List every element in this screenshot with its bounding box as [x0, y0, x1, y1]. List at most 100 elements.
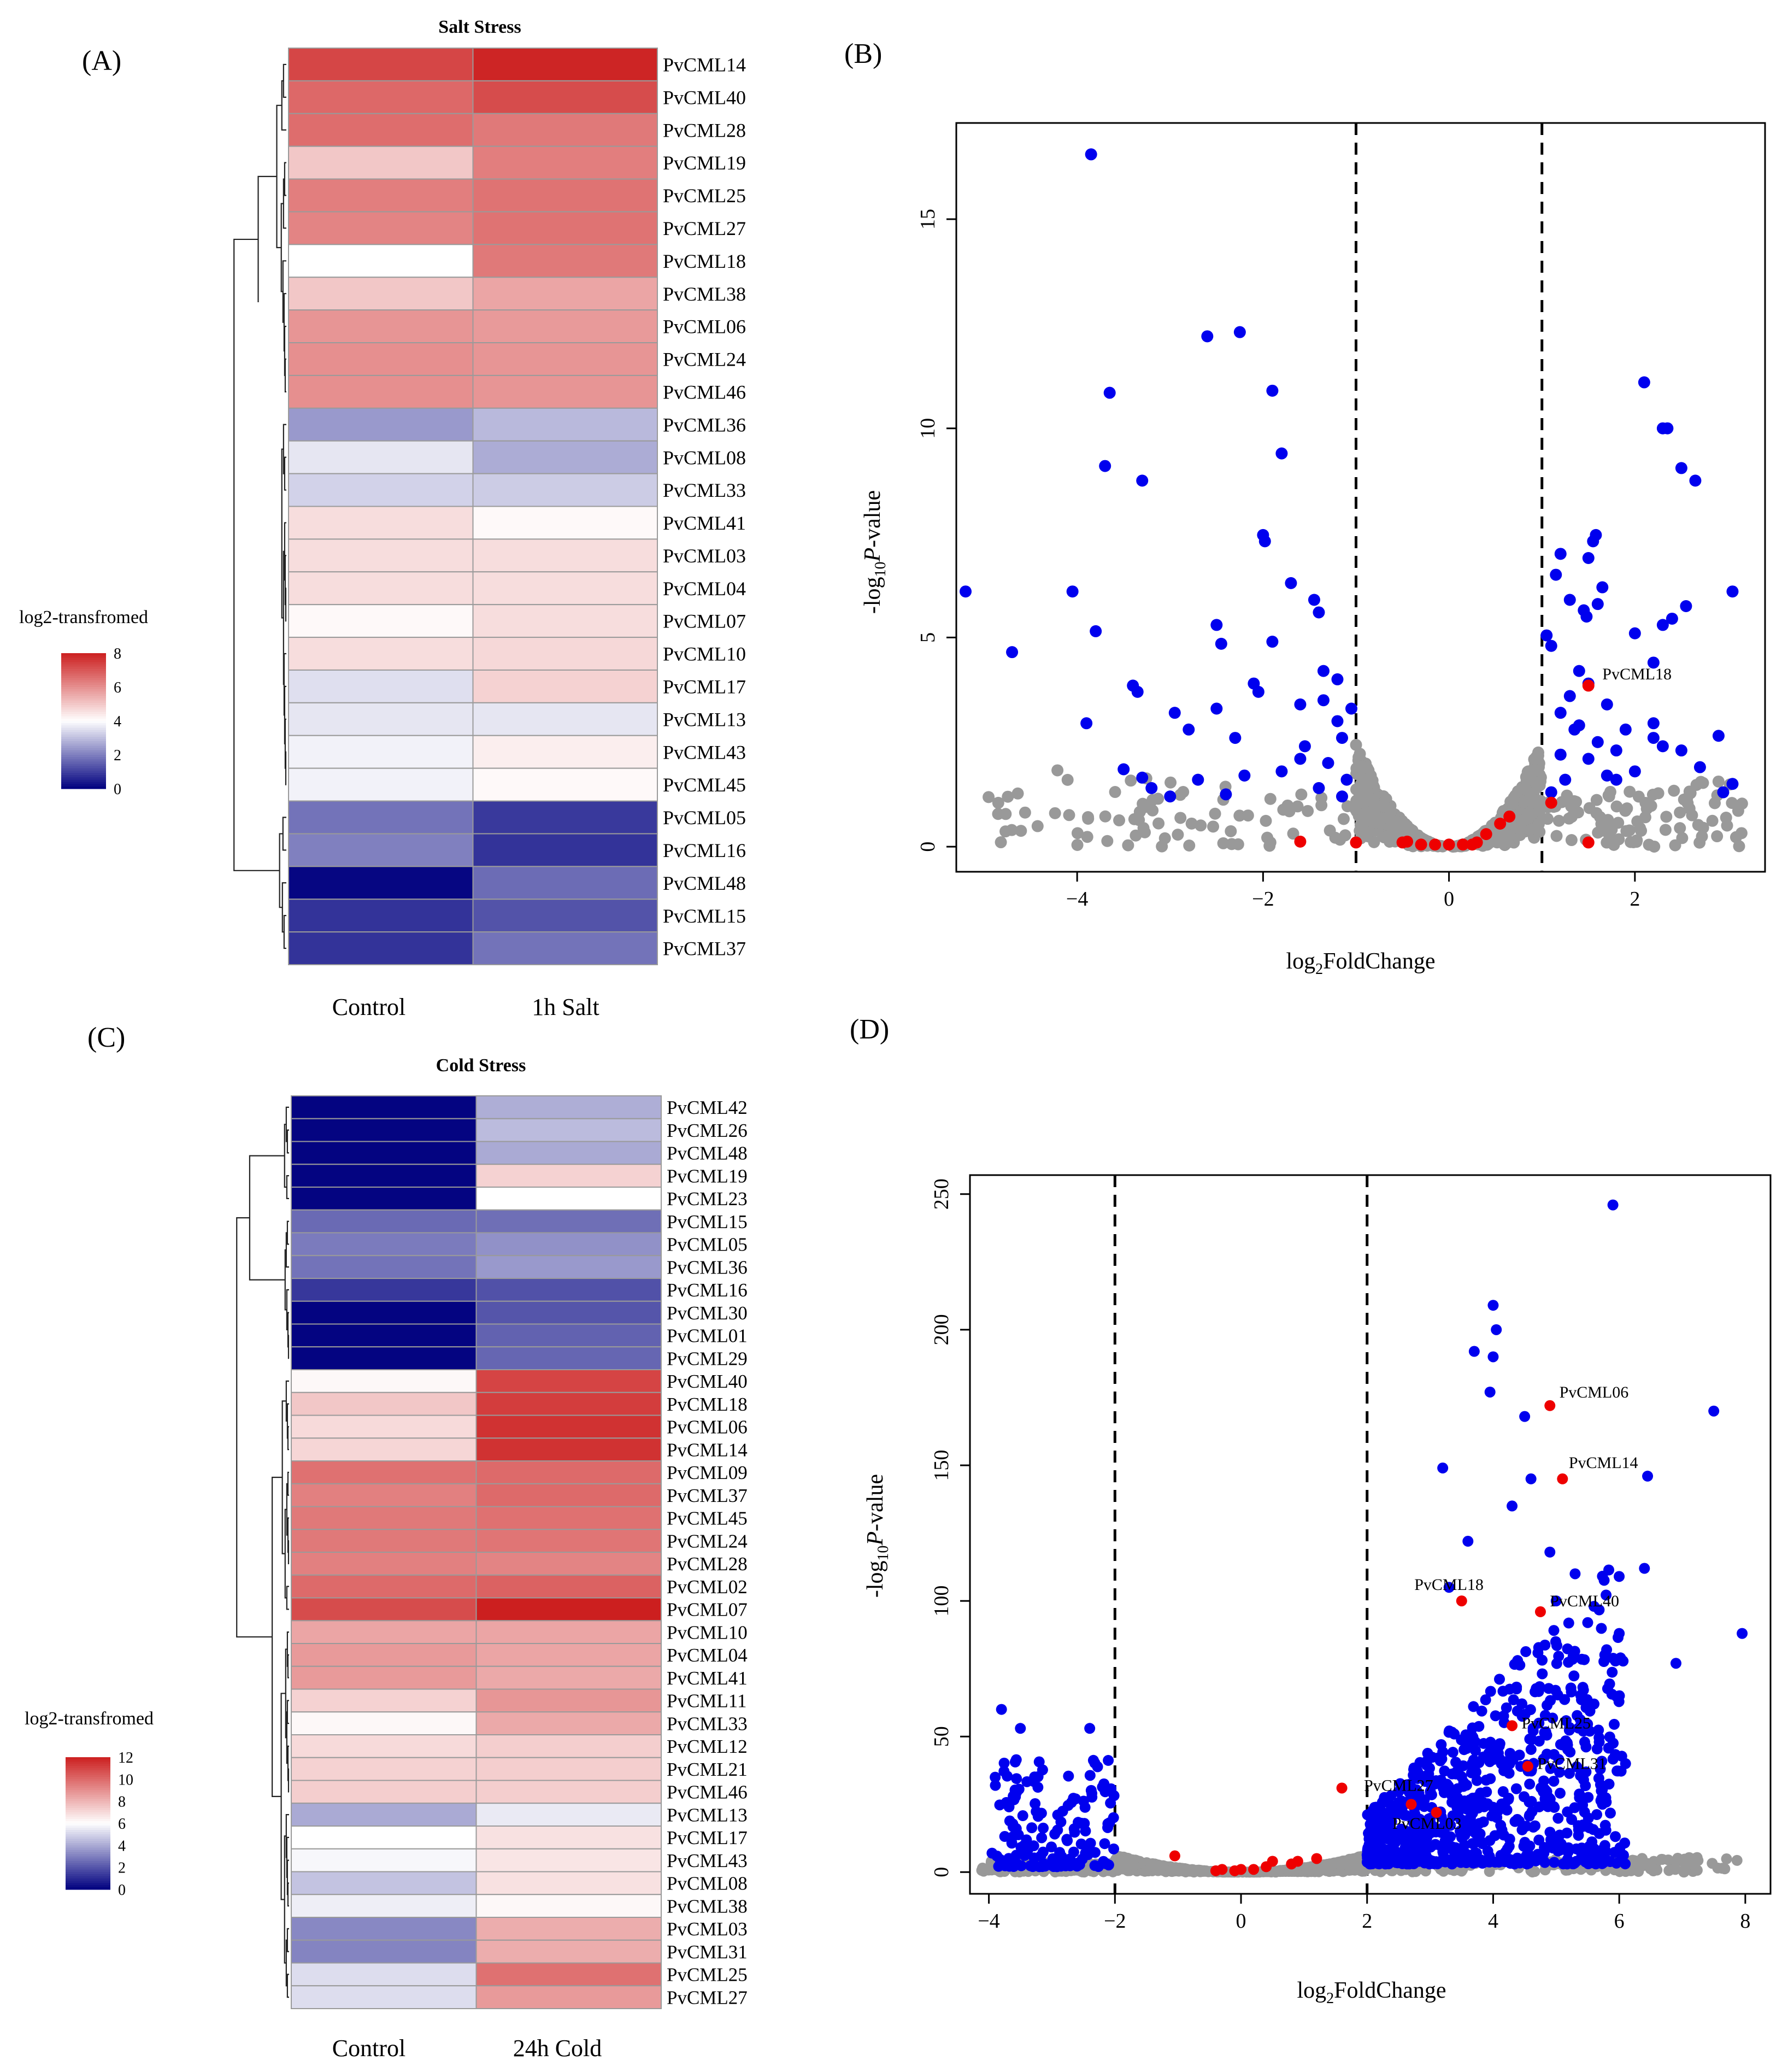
- dendrogram-branch: [257, 175, 277, 303]
- sig-point: [1080, 717, 1093, 730]
- panel-label-d: (D): [850, 1014, 889, 1045]
- sig-point: [1554, 1766, 1565, 1778]
- heatmap-cell: [288, 506, 474, 540]
- nonsig-point: [1127, 1856, 1139, 1868]
- nonsig-point: [1721, 819, 1733, 832]
- x-tick-label: 2: [1362, 1910, 1372, 1933]
- sig-point: [1485, 1773, 1496, 1785]
- legend-color-step: [61, 773, 106, 776]
- legend-color-step: [66, 1768, 110, 1771]
- heatmap-cell: [291, 1871, 477, 1895]
- sig-point: [1036, 1832, 1048, 1844]
- heatmap-cell: [288, 702, 474, 736]
- sig-point: [1478, 1751, 1489, 1763]
- sig-point: [1656, 619, 1669, 631]
- heatmap-cell: [472, 342, 658, 376]
- legend-tick-label: 10: [118, 1771, 133, 1788]
- heatmap-cell: [291, 1962, 477, 1987]
- row-label: PvCML17: [667, 1827, 748, 1848]
- legend-color-step: [61, 768, 106, 771]
- sig-point: [1539, 1710, 1551, 1721]
- legend-color-step: [66, 1770, 110, 1773]
- sig-point: [1266, 384, 1279, 397]
- legend-color-step: [66, 1887, 110, 1890]
- sig-point: [1313, 606, 1325, 619]
- nonsig-point: [1692, 819, 1704, 831]
- sig-point: [1015, 1723, 1026, 1734]
- row-label: PvCML37: [667, 1485, 748, 1506]
- cold-volcano-ylabel: -log10P-value: [863, 1474, 892, 1598]
- legend-color-step: [66, 1807, 110, 1811]
- salt-row-labels: PvCML14 PvCML40 PvCML28 PvCML19 PvCML25 PvCML…: [663, 54, 746, 960]
- sig-point: [1476, 1705, 1487, 1717]
- heatmap-cell: [288, 604, 474, 638]
- heatmap-cell: [472, 669, 658, 703]
- heatmap-cell: [291, 1414, 477, 1439]
- nonsig-point: [1049, 807, 1061, 819]
- sig-point: [1408, 1858, 1420, 1869]
- sig-point: [1619, 723, 1632, 736]
- legend-color-step: [66, 1867, 110, 1870]
- heatmap-cell: [291, 1187, 477, 1211]
- sig-point: [1011, 1773, 1022, 1785]
- row-label: PvCML19: [667, 1165, 748, 1187]
- heatmap-cell: [472, 571, 658, 606]
- sig-point: [1454, 1797, 1465, 1809]
- nonsig-point: [1726, 797, 1738, 809]
- nonsig-point: [992, 796, 1004, 809]
- nonsig-point: [1051, 764, 1064, 777]
- nonsig-point: [1315, 791, 1328, 804]
- sig-point: [1470, 1745, 1481, 1756]
- sig-point: [1647, 656, 1660, 669]
- heatmap-cell: [288, 571, 474, 606]
- legend-color-step: [66, 1865, 110, 1868]
- sig-point: [1084, 1770, 1096, 1781]
- legend-color-step: [61, 700, 106, 703]
- heatmap-cell: [288, 833, 474, 867]
- sig-point: [1618, 1656, 1629, 1667]
- legend-color-step: [66, 1762, 110, 1764]
- row-label: PvCML36: [663, 414, 746, 436]
- sig-point: [1048, 1861, 1060, 1873]
- heatmap-cell: [291, 1894, 477, 1918]
- heatmap-cell: [475, 1939, 662, 1964]
- sig-point: [1548, 1775, 1560, 1787]
- legend-color-step: [66, 1854, 110, 1857]
- sig-point: [1340, 773, 1353, 786]
- salt-color-legend: log2-transfromed 0 2 4 6 8: [19, 607, 148, 798]
- sig-point: [1554, 548, 1567, 560]
- gene-annotation: PvCML25: [1521, 1714, 1591, 1732]
- nonsig-point: [1324, 824, 1336, 837]
- sig-point: [1461, 1857, 1472, 1869]
- sig-point: [1550, 1636, 1561, 1647]
- sig-point: [1601, 1644, 1613, 1656]
- heatmap-cell: [288, 342, 474, 376]
- sig-point: [1369, 1801, 1380, 1813]
- cml-point: [1415, 838, 1427, 851]
- sig-point: [1548, 1625, 1560, 1636]
- legend-color-step: [61, 664, 106, 667]
- sig-point: [1549, 1836, 1560, 1847]
- nonsig-point: [1363, 777, 1375, 790]
- sig-point: [1582, 551, 1595, 564]
- row-label: PvCML03: [663, 545, 746, 567]
- sig-point: [1607, 1199, 1619, 1211]
- sig-point: [1079, 1818, 1090, 1829]
- cml-point: [1169, 1850, 1180, 1862]
- sig-point: [1520, 1646, 1532, 1657]
- sig-point: [1607, 1753, 1619, 1765]
- sig-point: [1601, 698, 1613, 711]
- heatmap-cell: [475, 1187, 662, 1211]
- nonsig-point: [1619, 805, 1632, 817]
- legend-color-step: [61, 770, 106, 773]
- nonsig-point: [1002, 790, 1014, 803]
- legend-color-step: [66, 1878, 110, 1881]
- row-label: PvCML29: [667, 1348, 748, 1369]
- heatmap-cell: [291, 1643, 477, 1667]
- legend-color-step: [66, 1847, 110, 1850]
- sig-point: [1593, 1724, 1604, 1736]
- heatmap-cell: [475, 1688, 662, 1713]
- nonsig-point: [1683, 802, 1696, 815]
- heatmap-cell: [472, 309, 658, 344]
- sig-point: [1560, 1735, 1572, 1747]
